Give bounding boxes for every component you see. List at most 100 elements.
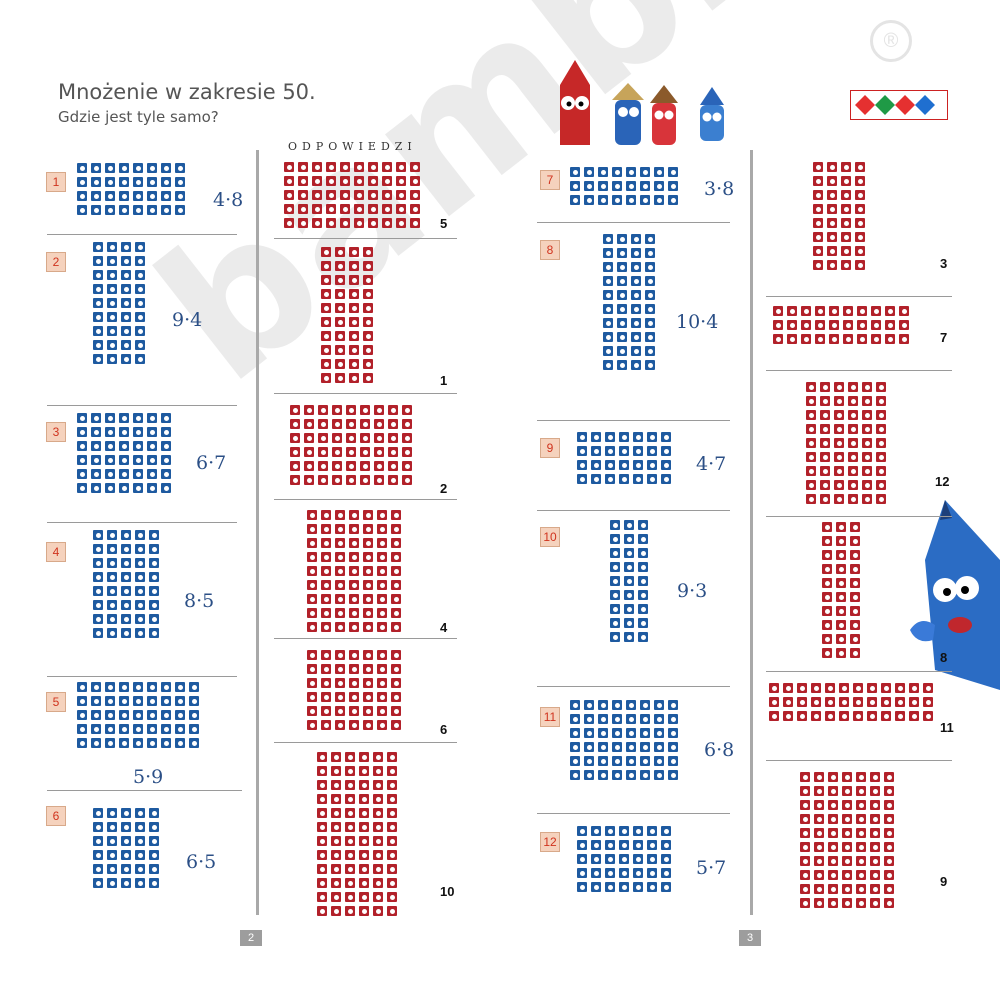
grid-square xyxy=(377,510,387,520)
grid-square xyxy=(800,772,810,782)
grid-square xyxy=(105,724,115,734)
grid-square xyxy=(827,218,837,228)
grid-square xyxy=(923,697,933,707)
grid-square xyxy=(834,382,844,392)
grid-square xyxy=(822,634,832,644)
grid-square xyxy=(591,460,601,470)
grid-square xyxy=(359,850,369,860)
grid-square xyxy=(396,218,406,228)
grid-square xyxy=(340,204,350,214)
grid-square xyxy=(107,614,117,624)
grid-square xyxy=(855,232,865,242)
grid-square xyxy=(603,332,613,342)
grid-square xyxy=(612,742,622,752)
grid-square xyxy=(638,520,648,530)
answer-number: 4 xyxy=(440,620,448,635)
grid-square xyxy=(373,808,383,818)
grid-square xyxy=(633,460,643,470)
grid-square xyxy=(335,261,345,271)
grid-square xyxy=(345,864,355,874)
grid-square xyxy=(584,167,594,177)
grid-square xyxy=(870,870,880,880)
grid-square xyxy=(402,405,412,415)
page-subtitle: Gdzie jest tyle samo? xyxy=(58,108,219,126)
grid-square xyxy=(374,405,384,415)
grid-square xyxy=(624,632,634,642)
task-grid-9 xyxy=(577,432,675,488)
grid-square xyxy=(584,714,594,724)
grid-square xyxy=(377,552,387,562)
grid-square xyxy=(814,814,824,824)
grid-square xyxy=(645,262,655,272)
pencil-mascot-illustration xyxy=(910,500,1000,690)
grid-square xyxy=(345,780,355,790)
grid-square xyxy=(382,218,392,228)
answer-number: 12 xyxy=(935,474,950,489)
grid-square xyxy=(373,836,383,846)
grid-square xyxy=(806,452,816,462)
grid-square xyxy=(834,452,844,462)
grid-square xyxy=(345,850,355,860)
grid-square xyxy=(321,331,331,341)
grid-square xyxy=(645,360,655,370)
grid-square xyxy=(820,382,830,392)
grid-square xyxy=(885,334,895,344)
grid-square xyxy=(326,176,336,186)
grid-square xyxy=(340,162,350,172)
grid-square xyxy=(801,306,811,316)
grid-square xyxy=(133,441,143,451)
grid-square xyxy=(321,706,331,716)
grid-square xyxy=(668,756,678,766)
grid-square xyxy=(612,770,622,780)
grid-square xyxy=(133,413,143,423)
grid-square xyxy=(626,700,636,710)
grid-square xyxy=(814,856,824,866)
grid-square xyxy=(161,163,171,173)
grid-square xyxy=(374,419,384,429)
grid-square xyxy=(603,290,613,300)
grid-square xyxy=(598,167,608,177)
grid-square xyxy=(121,822,131,832)
grid-square xyxy=(377,720,387,730)
grid-square xyxy=(119,191,129,201)
grid-square xyxy=(829,320,839,330)
grid-square xyxy=(884,814,894,824)
grid-square xyxy=(876,480,886,490)
grid-square xyxy=(605,868,615,878)
grid-square xyxy=(377,524,387,534)
grid-square xyxy=(870,800,880,810)
grid-square xyxy=(359,808,369,818)
grid-square xyxy=(633,446,643,456)
grid-square xyxy=(820,452,830,462)
grid-square xyxy=(570,714,580,724)
grid-square xyxy=(373,794,383,804)
multiplication-expression: 6·7 xyxy=(196,452,227,474)
grid-square xyxy=(307,664,317,674)
grid-square xyxy=(829,334,839,344)
grid-square xyxy=(107,326,117,336)
grid-square xyxy=(827,260,837,270)
grid-square xyxy=(773,334,783,344)
grid-square xyxy=(603,304,613,314)
grid-square xyxy=(612,181,622,191)
row-separator xyxy=(537,510,730,511)
grid-square xyxy=(121,530,131,540)
grid-square xyxy=(909,711,919,721)
grid-square xyxy=(396,204,406,214)
answer-grid-3 xyxy=(290,405,416,489)
grid-square xyxy=(619,432,629,442)
grid-square xyxy=(825,683,835,693)
grid-square xyxy=(876,410,886,420)
grid-square xyxy=(391,594,401,604)
grid-square xyxy=(135,600,145,610)
grid-square xyxy=(909,683,919,693)
grid-square xyxy=(857,320,867,330)
grid-square xyxy=(349,275,359,285)
grid-square xyxy=(189,696,199,706)
grid-square xyxy=(335,566,345,576)
grid-square xyxy=(811,683,821,693)
grid-square xyxy=(899,306,909,316)
grid-square xyxy=(290,405,300,415)
grid-square xyxy=(335,692,345,702)
grid-square xyxy=(797,697,807,707)
